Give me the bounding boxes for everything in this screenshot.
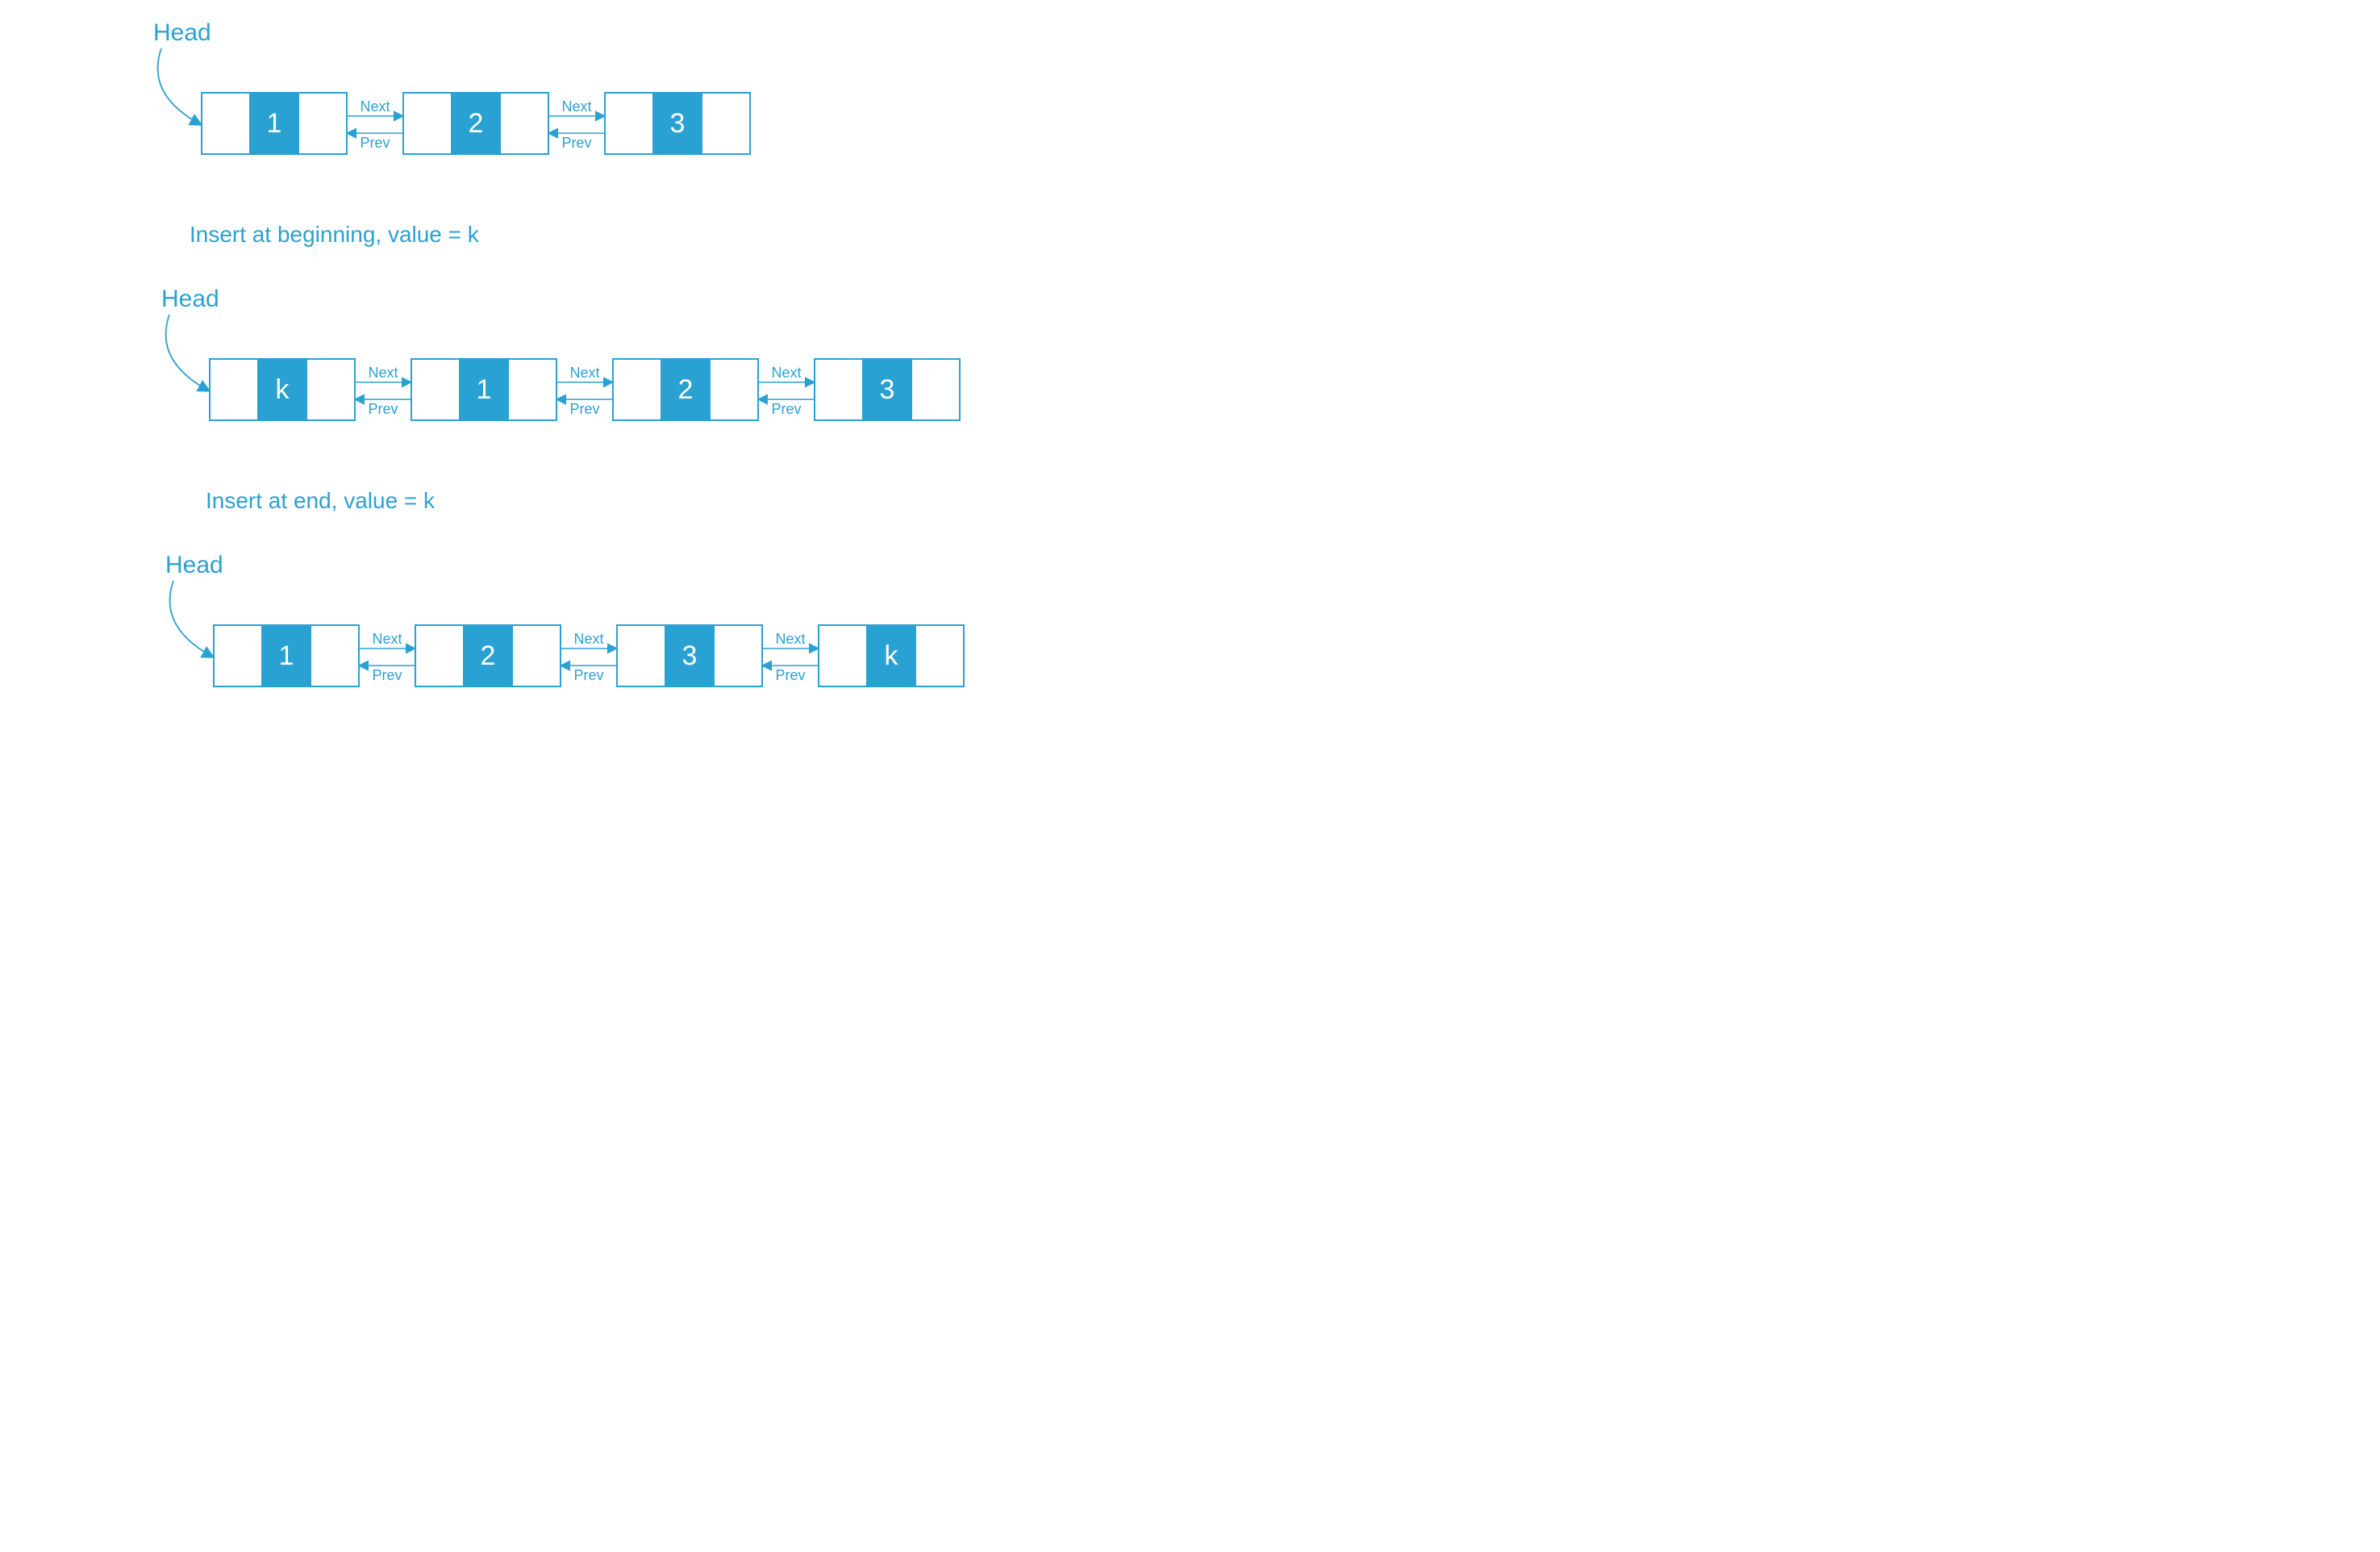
row-caption: Insert at end, value = k: [206, 488, 436, 513]
next-label: Next: [569, 365, 599, 381]
node-value: 1: [279, 640, 294, 671]
prev-label: Prev: [775, 667, 805, 683]
prev-label: Prev: [569, 401, 599, 417]
next-label: Next: [573, 631, 603, 647]
prev-label: Prev: [573, 667, 603, 683]
prev-label: Prev: [368, 401, 398, 417]
node-value: 3: [682, 640, 698, 671]
head-label: Head: [161, 286, 219, 312]
next-label: Next: [372, 631, 402, 647]
linked-list-diagram: Head 1 Next Prev 2 Next Prev 3 Insert at beginni…: [0, 0, 1129, 766]
node-value: 2: [481, 640, 496, 671]
node-value: k: [885, 640, 899, 671]
node-value: 3: [880, 374, 895, 405]
next-label: Next: [360, 98, 390, 115]
node-value: 1: [477, 374, 492, 405]
prev-label: Prev: [771, 401, 801, 417]
node-value: k: [276, 374, 290, 405]
prev-label: Prev: [360, 135, 390, 151]
node-value: 2: [469, 108, 484, 139]
head-label: Head: [165, 552, 223, 578]
prev-label: Prev: [372, 667, 402, 683]
node-value: 3: [670, 108, 686, 139]
next-label: Next: [368, 365, 398, 381]
next-label: Next: [561, 98, 591, 115]
prev-label: Prev: [561, 135, 591, 151]
row-caption: Insert at beginning, value = k: [190, 222, 480, 247]
node-value: 2: [678, 374, 694, 405]
next-label: Next: [771, 365, 801, 381]
node-value: 1: [267, 108, 282, 139]
head-label: Head: [153, 19, 211, 46]
next-label: Next: [775, 631, 805, 647]
